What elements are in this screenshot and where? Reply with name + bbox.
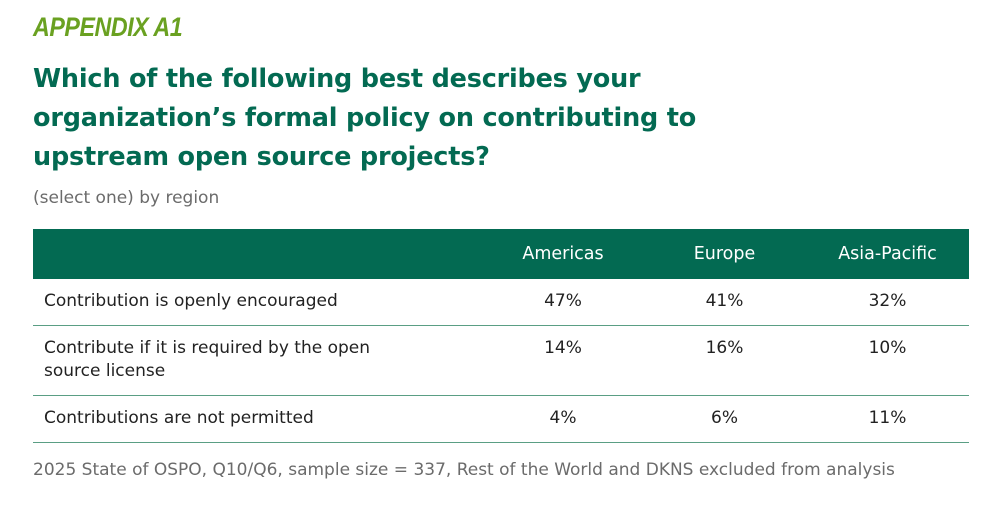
cell-asia-pacific: 32%	[868, 291, 907, 311]
column-header-label	[33, 229, 483, 279]
cell-americas: 4%	[549, 408, 577, 428]
cell-americas: 14%	[544, 338, 582, 358]
table-row: Contribute if it is required by the open…	[33, 326, 969, 396]
row-label: Contribute if it is required by the open…	[44, 338, 371, 381]
subtitle: (select one) by region	[33, 188, 220, 208]
cell-europe: 41%	[705, 291, 744, 311]
page-title: Which of the following best describes yo…	[33, 64, 697, 172]
cell-europe: 6%	[711, 408, 738, 428]
row-label: Contribution is openly encouraged	[44, 291, 338, 311]
table-row: Contribution is openly encouraged 47% 41…	[33, 279, 969, 326]
table-row: Contributions are not permitted 4% 6% 11…	[33, 396, 969, 443]
appendix-label: APPENDIX A1	[33, 12, 183, 42]
table-header-row: Americas Europe Asia-Pacific	[33, 229, 969, 279]
cell-americas: 47%	[544, 291, 582, 311]
cell-asia-pacific: 10%	[868, 338, 907, 358]
column-header-americas: Americas	[522, 244, 604, 264]
row-label: Contributions are not permitted	[44, 408, 314, 428]
results-table: Americas Europe Asia-Pacific Contributio…	[33, 229, 969, 443]
footnote: 2025 State of OSPO, Q10/Q6, sample size …	[33, 460, 895, 480]
cell-asia-pacific: 11%	[868, 408, 907, 428]
column-header-europe: Europe	[693, 244, 756, 264]
column-header-asia-pacific: Asia-Pacific	[838, 244, 937, 264]
cell-europe: 16%	[705, 338, 744, 358]
